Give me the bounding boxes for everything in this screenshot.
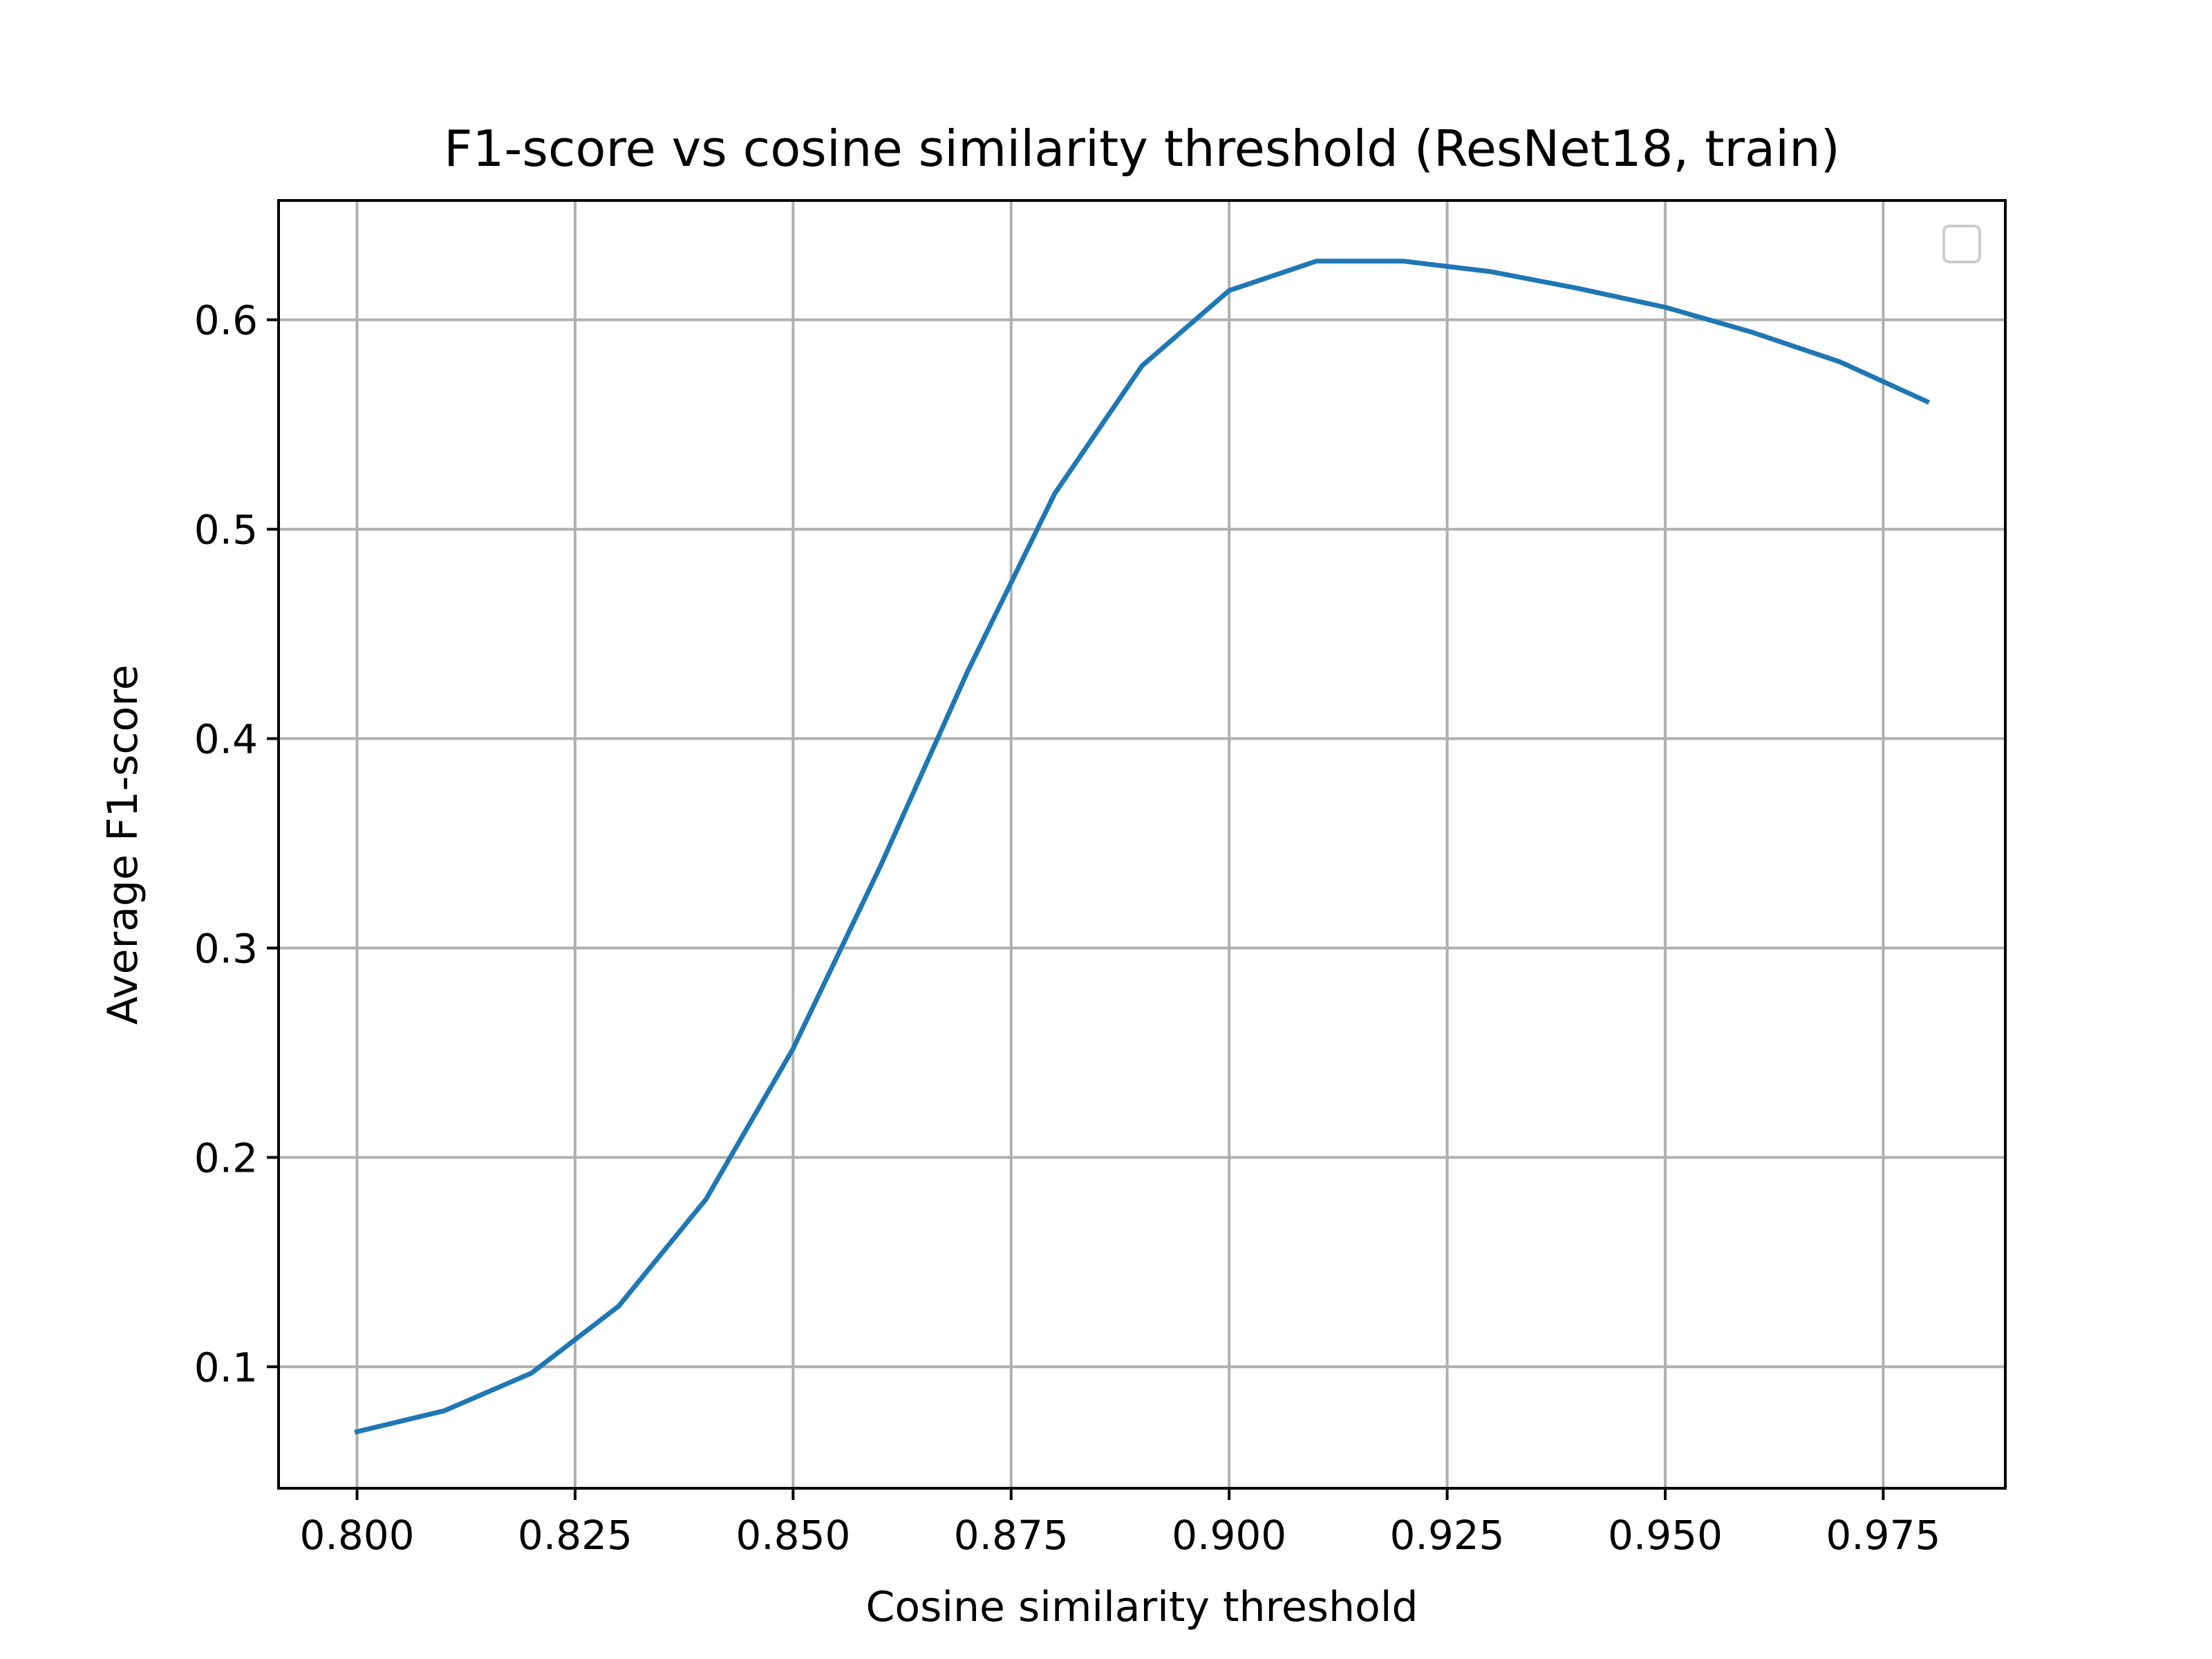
y-tick-label: 0.5 [194,507,258,554]
chart-title: F1-score vs cosine similarity threshold … [444,120,1840,178]
series-line [354,259,1931,1435]
x-tick-label: 0.850 [735,1512,850,1559]
y-axis-title: Average F1-score [99,664,147,1024]
series-layer [354,259,1931,1435]
y-axis: 0.1 0.2 0.3 0.4 0.5 0.6 [194,297,279,1391]
x-tick-label: 0.950 [1608,1512,1723,1559]
x-tick-label: 0.925 [1390,1512,1505,1559]
legend-box [1942,225,1981,263]
x-tick-label: 0.825 [518,1512,632,1559]
x-axis: 0.800 0.825 0.850 0.875 0.900 0.925 0.950 0.975 [300,1488,1940,1559]
x-tick-label: 0.875 [954,1512,1069,1559]
y-tick-label: 0.4 [194,716,258,763]
x-tick-label: 0.800 [300,1512,415,1559]
x-tick-label: 0.975 [1826,1512,1940,1559]
x-tick-label: 0.900 [1172,1512,1286,1559]
y-tick-label: 0.1 [194,1344,258,1391]
plot-frame [277,199,2007,1490]
y-tick-label: 0.6 [194,297,258,344]
x-axis-title: Cosine similarity threshold [865,1583,1418,1631]
y-tick-label: 0.2 [194,1134,258,1181]
y-tick-label: 0.3 [194,925,258,972]
